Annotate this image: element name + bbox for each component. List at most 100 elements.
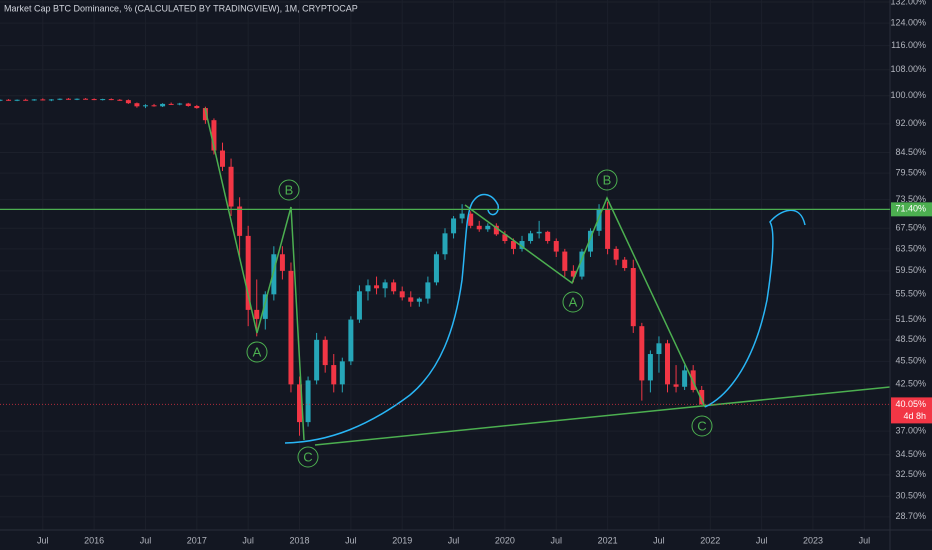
- candle-body: [485, 225, 491, 230]
- candle-body: [365, 285, 371, 292]
- wave-line: [464, 196, 706, 408]
- candle-body: [382, 282, 388, 289]
- x-tick-label: 2022: [700, 535, 720, 545]
- candle-body: [476, 225, 482, 230]
- candle-body: [57, 98, 63, 100]
- x-tick-label: Jul: [859, 535, 871, 545]
- x-tick-label: Jul: [653, 535, 665, 545]
- y-tick-label: 30.50%: [895, 491, 926, 501]
- candle-body: [587, 230, 593, 252]
- y-tick-label: 92.00%: [895, 118, 926, 128]
- candle-body: [40, 99, 46, 101]
- horizontal-line-label: 71.40%: [895, 204, 926, 214]
- candle-body: [647, 354, 653, 381]
- trend-line: [314, 386, 891, 446]
- y-tick-label: 42.50%: [895, 379, 926, 389]
- candle-body: [65, 98, 71, 100]
- last-price-tag: [891, 397, 932, 424]
- candle-body: [177, 103, 183, 105]
- candle-body: [442, 233, 448, 255]
- candle-body: [108, 99, 114, 101]
- wave-circle: [246, 341, 268, 363]
- y-tick-label: 79.50%: [895, 167, 926, 177]
- grid: [0, 0, 890, 530]
- candle-body: [271, 254, 277, 295]
- x-tick-label: 2016: [84, 535, 104, 545]
- candle-body: [665, 343, 670, 385]
- candle-body: [314, 339, 320, 381]
- candle-body: [211, 120, 217, 151]
- candle-body: [160, 103, 166, 107]
- horizontal-line-tag: [891, 202, 932, 217]
- candle-body: [254, 309, 260, 319]
- candle-body: [74, 98, 80, 100]
- candle-body: [579, 251, 585, 277]
- x-tick-label: Jul: [550, 535, 562, 545]
- candle-body: [185, 103, 191, 106]
- wave-label: C: [303, 449, 312, 464]
- candle-body: [570, 270, 576, 277]
- candle-body: [519, 241, 525, 249]
- candle-body: [673, 384, 679, 387]
- wave-label: A: [253, 344, 262, 359]
- candle-body: [399, 291, 405, 298]
- candle-body: [433, 254, 439, 283]
- y-tick-label: 63.50%: [895, 243, 926, 253]
- candle-body: [322, 339, 328, 366]
- wave-label: B: [285, 182, 294, 197]
- candle-body: [622, 259, 628, 269]
- candle-body: [545, 231, 551, 242]
- candle-body: [279, 254, 285, 271]
- candle-body: [220, 150, 225, 167]
- wave-label: C: [697, 418, 706, 433]
- candle-body: [339, 361, 345, 385]
- candle-body: [536, 231, 542, 234]
- x-tick-label: 2020: [495, 535, 515, 545]
- candle-body: [374, 285, 380, 289]
- y-tick-label: 51.50%: [895, 314, 926, 324]
- candle-body: [100, 99, 106, 101]
- wave-label: A: [569, 294, 578, 309]
- candle-body: [605, 208, 611, 249]
- x-tick-label: 2018: [290, 535, 310, 545]
- x-tick-label: Jul: [756, 535, 768, 545]
- candle-body: [468, 213, 474, 226]
- candle-body: [151, 105, 157, 107]
- candle-body: [682, 370, 688, 387]
- candle-body: [391, 282, 397, 292]
- candle-body: [596, 208, 602, 231]
- candle-body: [305, 380, 311, 423]
- candle-body: [639, 326, 645, 381]
- y-tick-label: 48.50%: [895, 334, 926, 344]
- x-tick-label: 2019: [392, 535, 412, 545]
- candle-body: [0, 99, 3, 101]
- candle-body: [83, 98, 89, 100]
- y-tick-label: 132.00%: [890, 0, 926, 6]
- candle-body: [202, 108, 208, 121]
- candle-body: [14, 99, 20, 101]
- chart-title: Market Cap BTC Dominance, % (CALCULATED …: [4, 3, 358, 13]
- wave-line: [204, 107, 305, 441]
- drawings: [204, 107, 891, 468]
- y-tick-label: 108.00%: [890, 64, 926, 74]
- wave-circle: [297, 446, 319, 468]
- y-tick-label: 124.00%: [890, 18, 926, 28]
- y-tick-label: 37.00%: [895, 425, 926, 435]
- y-tick-label: 59.50%: [895, 265, 926, 275]
- candle-body: [48, 99, 54, 101]
- wave-label: B: [603, 172, 612, 187]
- candle-body: [134, 103, 140, 107]
- x-tick-label: Jul: [345, 535, 357, 545]
- wave-circle: [596, 169, 618, 191]
- y-tick-label: 67.50%: [895, 223, 926, 233]
- candle-body: [493, 225, 499, 235]
- candle-body: [348, 319, 354, 362]
- x-tick-label: Jul: [448, 535, 460, 545]
- candle-body: [117, 99, 123, 101]
- x-tick-label: Jul: [242, 535, 254, 545]
- y-tick-label: 45.50%: [895, 356, 926, 366]
- last-price-label: 40.05%: [895, 399, 926, 409]
- candle-body: [194, 105, 200, 109]
